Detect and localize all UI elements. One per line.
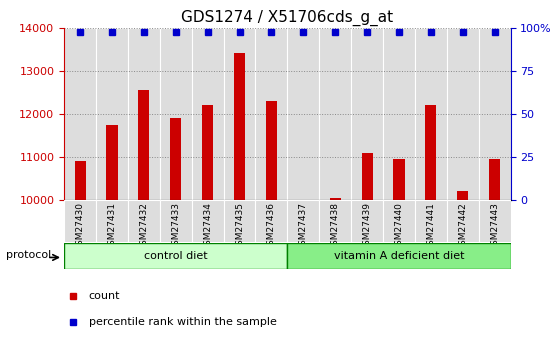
Title: GDS1274 / X51706cds_g_at: GDS1274 / X51706cds_g_at xyxy=(181,10,393,26)
Bar xyxy=(96,200,128,242)
Bar xyxy=(75,161,86,200)
Text: GSM27430: GSM27430 xyxy=(76,202,85,251)
Bar xyxy=(383,28,415,200)
Text: count: count xyxy=(89,291,120,301)
Bar xyxy=(287,28,319,200)
Bar xyxy=(393,159,405,200)
Text: GSM27436: GSM27436 xyxy=(267,202,276,251)
Bar xyxy=(64,243,287,269)
Bar xyxy=(415,200,447,242)
Bar xyxy=(64,28,96,200)
Text: vitamin A deficient diet: vitamin A deficient diet xyxy=(334,251,464,261)
Text: protocol: protocol xyxy=(6,250,51,260)
Bar xyxy=(319,28,351,200)
Bar xyxy=(256,200,287,242)
Bar xyxy=(330,198,341,200)
Bar xyxy=(287,200,319,242)
Bar xyxy=(256,28,287,200)
Text: control diet: control diet xyxy=(144,251,208,261)
Text: GSM27434: GSM27434 xyxy=(203,202,212,251)
Bar xyxy=(128,200,160,242)
Text: GSM27435: GSM27435 xyxy=(235,202,244,251)
Bar xyxy=(224,28,256,200)
Text: GSM27437: GSM27437 xyxy=(299,202,308,251)
Bar xyxy=(362,152,373,200)
Bar xyxy=(479,200,511,242)
Text: GSM27433: GSM27433 xyxy=(171,202,180,251)
Bar xyxy=(128,28,160,200)
Bar xyxy=(202,105,213,200)
Bar xyxy=(457,191,468,200)
Bar xyxy=(160,28,192,200)
Text: GSM27439: GSM27439 xyxy=(363,202,372,251)
Bar xyxy=(447,28,479,200)
Bar xyxy=(192,200,224,242)
Bar xyxy=(192,28,224,200)
Bar xyxy=(234,53,245,200)
Text: percentile rank within the sample: percentile rank within the sample xyxy=(89,317,277,327)
Bar xyxy=(479,28,511,200)
Text: GSM27440: GSM27440 xyxy=(395,202,403,251)
Text: GSM27431: GSM27431 xyxy=(108,202,117,251)
Bar xyxy=(447,200,479,242)
Bar xyxy=(351,200,383,242)
Text: GSM27438: GSM27438 xyxy=(331,202,340,251)
Bar xyxy=(351,28,383,200)
Bar xyxy=(415,28,447,200)
Text: GSM27443: GSM27443 xyxy=(490,202,499,251)
Bar xyxy=(170,118,181,200)
Bar xyxy=(266,101,277,200)
Bar xyxy=(489,159,500,200)
Bar xyxy=(160,200,192,242)
Bar xyxy=(425,105,436,200)
Bar xyxy=(319,200,351,242)
Bar xyxy=(138,90,150,200)
Text: GSM27441: GSM27441 xyxy=(426,202,435,251)
Bar xyxy=(287,243,511,269)
Text: GSM27432: GSM27432 xyxy=(140,202,148,251)
Bar xyxy=(383,200,415,242)
Bar xyxy=(224,200,256,242)
Bar xyxy=(107,125,118,200)
Text: GSM27442: GSM27442 xyxy=(458,202,467,251)
Bar xyxy=(96,28,128,200)
Bar xyxy=(64,200,96,242)
